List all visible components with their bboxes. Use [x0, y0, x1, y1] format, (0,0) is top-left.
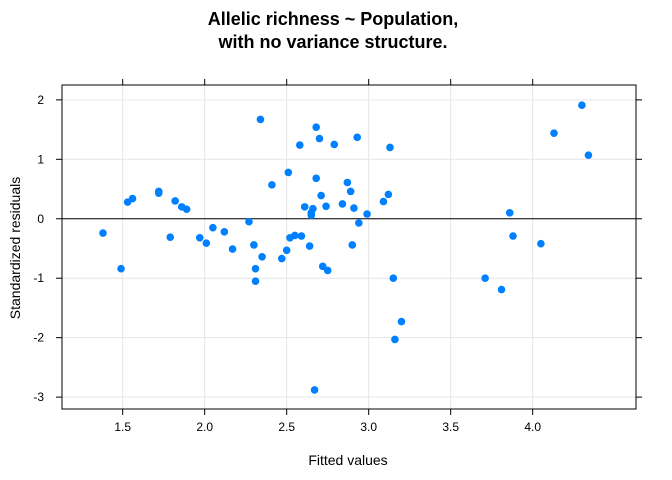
y-tick-label-3: 0: [37, 212, 44, 226]
data-point-49: [355, 219, 363, 227]
data-point-46: [348, 241, 357, 249]
data-point-35: [312, 174, 321, 183]
data-point-59: [505, 209, 514, 217]
data-point-47: [350, 204, 358, 212]
x-tick-label-4: 3.5: [442, 420, 459, 434]
data-point-36: [312, 123, 321, 132]
y-tick-label-2: -1: [33, 271, 44, 285]
data-point-18: [251, 277, 260, 285]
x-tick-label-1: 2.0: [196, 420, 213, 434]
data-point-61: [537, 239, 545, 248]
data-point-14: [228, 245, 237, 253]
data-point-21: [268, 181, 276, 189]
data-point-34: [310, 386, 319, 394]
x-tick-label-0: 1.5: [114, 420, 131, 434]
chart-title-line-2: with no variance structure.: [217, 32, 447, 52]
data-point-13: [220, 228, 229, 236]
y-tick-label-1: -2: [33, 331, 44, 345]
y-axis-label: Standardized residuals: [7, 177, 23, 319]
data-point-29: [300, 203, 309, 211]
data-point-62: [550, 129, 558, 137]
data-point-37: [315, 134, 324, 143]
data-point-44: [343, 178, 352, 187]
data-point-12: [209, 223, 217, 232]
data-point-45: [346, 187, 355, 196]
data-point-60: [509, 232, 517, 240]
data-point-30: [305, 242, 314, 250]
data-point-5: [154, 189, 163, 197]
data-point-7: [171, 197, 179, 205]
data-point-50: [363, 210, 371, 218]
data-point-28: [297, 232, 306, 240]
data-point-52: [384, 190, 393, 199]
data-point-3: [128, 194, 137, 203]
data-point-0: [99, 229, 107, 237]
data-point-9: [182, 205, 191, 214]
data-point-54: [389, 274, 398, 283]
data-point-43: [338, 200, 347, 208]
data-point-22: [277, 254, 286, 263]
x-axis: 1.5 2.0 2.5 3.0 3.5 4.0: [114, 79, 541, 434]
data-point-26: [291, 231, 299, 240]
y-tick-label-5: 2: [37, 93, 44, 107]
y-axis: -3 -2 -1 0 1 2: [33, 93, 642, 404]
data-point-27: [296, 141, 304, 149]
data-point-51: [379, 197, 388, 206]
x-tick-label-3: 3.0: [360, 420, 377, 434]
x-tick-label-5: 4.0: [524, 420, 541, 434]
data-point-53: [386, 143, 394, 152]
data-point-42: [330, 140, 339, 149]
data-point-1: [117, 264, 125, 273]
data-point-19: [256, 115, 265, 124]
data-point-33: [309, 204, 317, 213]
data-point-23: [282, 246, 291, 255]
data-points: [99, 101, 593, 394]
data-point-56: [397, 317, 406, 326]
data-point-11: [202, 239, 211, 247]
data-point-10: [195, 233, 204, 242]
x-tick-label-2: 2.5: [278, 420, 295, 434]
data-point-17: [251, 264, 260, 273]
data-point-63: [578, 101, 586, 110]
data-point-40: [322, 202, 330, 211]
data-point-55: [391, 335, 399, 344]
data-point-20: [258, 253, 266, 261]
data-point-15: [245, 217, 253, 226]
grid-lines: [62, 85, 636, 409]
y-tick-label-4: 1: [37, 152, 44, 166]
data-point-16: [250, 241, 258, 249]
chart-title-line-1: Allelic richness ~ Population,: [208, 9, 459, 29]
data-point-57: [481, 274, 489, 283]
data-point-38: [317, 191, 325, 200]
data-point-24: [284, 168, 293, 177]
data-point-6: [166, 233, 175, 241]
data-point-64: [584, 151, 593, 159]
x-axis-label: Fitted values: [308, 452, 387, 468]
plot-panel-border: [61, 84, 637, 410]
data-point-48: [353, 133, 362, 142]
y-tick-label-0: -3: [33, 390, 44, 404]
data-point-41: [323, 266, 332, 275]
data-point-58: [497, 285, 506, 294]
